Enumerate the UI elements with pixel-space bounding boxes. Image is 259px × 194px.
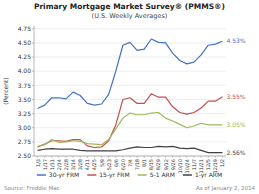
x-tick-label: 1/31 bbox=[49, 159, 55, 170]
end-label: 4.53% bbox=[226, 37, 245, 44]
x-tick-label: 1/17 bbox=[42, 159, 48, 170]
x-tick bbox=[194, 156, 195, 158]
y-tick-label: 3.50 bbox=[18, 96, 32, 103]
x-tick bbox=[51, 156, 52, 158]
x-tick bbox=[66, 156, 67, 158]
x-tick bbox=[108, 156, 109, 158]
x-tick-label: 11/7 bbox=[191, 159, 197, 170]
y-axis bbox=[34, 26, 35, 156]
x-tick-label: 6/20 bbox=[120, 159, 126, 170]
x-tick-label: 8/15 bbox=[148, 159, 154, 170]
title: Primary Mortgage Market Survey® (PMMS®) bbox=[34, 2, 225, 11]
y-axis-label: (Percent) bbox=[2, 77, 9, 104]
x-tick bbox=[179, 156, 180, 158]
x-tick-label: 3/14 bbox=[70, 159, 76, 170]
y-tick-label: 4.00 bbox=[18, 67, 32, 74]
note: As of January 2, 2014 bbox=[196, 185, 256, 192]
x-tick-label: 2/14 bbox=[56, 159, 62, 170]
legend-label: 1-yr ARM bbox=[195, 171, 222, 179]
x-tick bbox=[37, 156, 38, 158]
grid bbox=[32, 29, 226, 156]
x-tick bbox=[215, 156, 216, 158]
y-tick-label: 3.00 bbox=[18, 124, 32, 131]
legend-label: 15-yr FRM bbox=[99, 171, 129, 179]
x-tick bbox=[144, 156, 145, 158]
x-tick bbox=[87, 156, 88, 158]
x-tick-label: 8/1 bbox=[141, 159, 147, 167]
y-tick-label: 3.25 bbox=[18, 110, 32, 117]
x-tick-label: 5/9 bbox=[99, 159, 105, 167]
grid-line bbox=[34, 127, 226, 128]
end-label: 2.56% bbox=[226, 149, 245, 156]
grid-line bbox=[34, 71, 226, 72]
series-line bbox=[38, 94, 223, 148]
x-tick bbox=[172, 156, 173, 158]
x-tick-label: 6/6 bbox=[113, 159, 119, 167]
end-label: 3.05% bbox=[226, 121, 245, 128]
series-line bbox=[38, 146, 223, 152]
x-tick bbox=[151, 156, 152, 158]
x-tick-label: 7/18 bbox=[134, 159, 140, 170]
x-tick bbox=[73, 156, 74, 158]
legend-swatch bbox=[87, 174, 96, 176]
chart: Primary Mortgage Market Survey® (PMMS®)(… bbox=[0, 0, 259, 194]
y-tick-label: 2.50 bbox=[18, 152, 32, 159]
lines bbox=[38, 39, 223, 153]
x-tick bbox=[201, 156, 202, 158]
legend-label: 5-1 ARM bbox=[150, 171, 175, 178]
x-tick bbox=[165, 156, 166, 158]
grid-line bbox=[34, 85, 226, 86]
x-tick bbox=[130, 156, 131, 158]
x-tick-label: 4/11 bbox=[84, 159, 90, 170]
y-tick-label: 4.25 bbox=[18, 53, 32, 60]
x-tick bbox=[101, 156, 102, 158]
x-tick-label: 12/5 bbox=[205, 159, 211, 170]
x-tick-label: 9/26 bbox=[170, 159, 176, 170]
legend-label: 30-yr FRM bbox=[49, 171, 79, 179]
source: Source: Freddie Mac bbox=[4, 185, 60, 191]
legend-swatch bbox=[138, 174, 147, 176]
series-line bbox=[38, 112, 223, 146]
x-tick-label: 10/24 bbox=[184, 159, 190, 173]
x-tick-label: 8/29 bbox=[155, 159, 161, 170]
legend-swatch bbox=[183, 174, 192, 176]
y-tick-label: 4.50 bbox=[18, 39, 32, 46]
x-tick bbox=[122, 156, 123, 158]
subtitle: (U.S. Weekly Averages) bbox=[92, 12, 168, 20]
x-tick bbox=[80, 156, 81, 158]
x-tick-label: 1/2 bbox=[219, 159, 225, 167]
end-label: 3.55% bbox=[226, 93, 245, 100]
x-tick bbox=[208, 156, 209, 158]
x-tick bbox=[186, 156, 187, 158]
x-tick-label: 3/28 bbox=[77, 159, 83, 170]
x-tick-label: 9/12 bbox=[163, 159, 169, 170]
x-tick-label: 4/25 bbox=[91, 159, 97, 170]
y-tick-label: 4.75 bbox=[18, 25, 32, 32]
legend-swatch bbox=[37, 174, 46, 176]
grid-line bbox=[34, 57, 226, 58]
y-tick-label: 3.75 bbox=[18, 82, 32, 89]
grid-line bbox=[34, 28, 226, 29]
x-tick-label: 1/3 bbox=[35, 159, 41, 167]
x-tick-label: 5/23 bbox=[106, 159, 112, 170]
x-tick-label: 7/4 bbox=[127, 159, 133, 167]
x-tick bbox=[58, 156, 59, 158]
x-tick bbox=[158, 156, 159, 158]
legend: 30-yr FRM 15-yr FRM 5-1 ARM 1-yr ARM bbox=[37, 171, 222, 179]
x-tick bbox=[137, 156, 138, 158]
x-tick bbox=[115, 156, 116, 158]
x-tick bbox=[94, 156, 95, 158]
grid-line bbox=[34, 99, 226, 100]
x-tick bbox=[44, 156, 45, 158]
x-tick bbox=[222, 156, 223, 158]
x-tick-label: 10/10 bbox=[177, 159, 183, 173]
x-tick-label: 2/28 bbox=[63, 159, 69, 170]
y-tick-label: 2.75 bbox=[18, 138, 32, 145]
